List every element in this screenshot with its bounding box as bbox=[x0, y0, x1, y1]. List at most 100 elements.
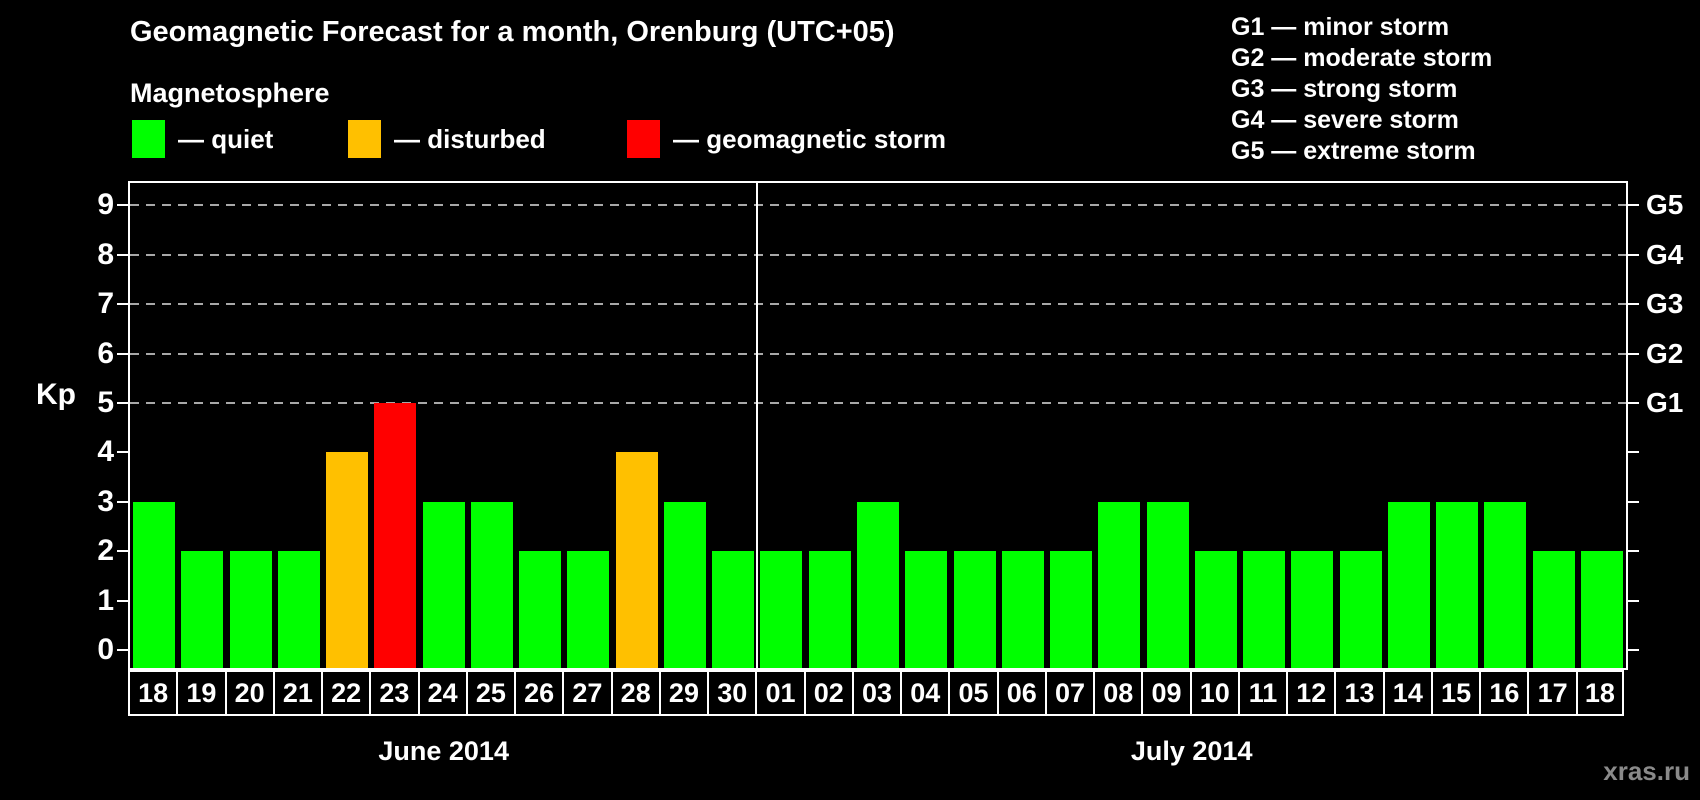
kp-bar-jul-08 bbox=[1098, 501, 1141, 668]
legend-item-disturbed: — disturbed bbox=[348, 120, 546, 158]
day-label: 11 bbox=[1237, 670, 1287, 716]
plot-area bbox=[128, 181, 1628, 670]
right-axis-label-g4: G4 bbox=[1646, 238, 1684, 270]
y-axis-tick-left-7 bbox=[117, 303, 130, 306]
y-axis-label-5: 5 bbox=[97, 386, 114, 419]
kp-bar-jun-18 bbox=[133, 501, 176, 668]
day-axis-row: 18 19 20 21 22 23 24 25 26 27 28 29 30 01 02 03 04 05 06 07… bbox=[128, 670, 1628, 716]
kp-bar-jun-29 bbox=[663, 501, 706, 668]
kp-bar-jun-20 bbox=[229, 551, 272, 668]
g-scale-legend: G1 — minor storm G2 — moderate storm G3 … bbox=[1231, 12, 1492, 167]
day-label: 20 bbox=[224, 670, 273, 716]
day-label: 17 bbox=[1527, 670, 1576, 716]
day-label: 29 bbox=[658, 670, 708, 716]
legend-label-storm: — geomagnetic storm bbox=[673, 123, 947, 154]
y-axis-tick-right-4 bbox=[1626, 451, 1639, 454]
kp-bar-jun-27 bbox=[567, 551, 610, 668]
day-label: 25 bbox=[465, 670, 515, 716]
kp-bar-jun-25 bbox=[470, 501, 513, 668]
day-label: 09 bbox=[1141, 670, 1190, 716]
day-label: 28 bbox=[610, 670, 659, 716]
kp-bar-jun-23 bbox=[374, 403, 417, 668]
y-axis-tick-left-3 bbox=[117, 500, 130, 503]
day-label: 30 bbox=[707, 670, 756, 716]
y-axis-title: Kp bbox=[36, 378, 76, 411]
kp-bar-jun-19 bbox=[181, 551, 224, 668]
y-axis-label-7: 7 bbox=[97, 287, 114, 321]
month-label: July 2014 bbox=[1130, 736, 1253, 766]
kp-bar-jun-30 bbox=[712, 551, 755, 668]
month-divider bbox=[756, 183, 759, 668]
gridline-kp7 bbox=[130, 303, 1626, 306]
day-label: 26 bbox=[514, 670, 563, 716]
y-axis-tick-left-6 bbox=[117, 352, 130, 355]
y-axis-tick-right-7 bbox=[1626, 303, 1639, 306]
kp-bar-jul-16 bbox=[1484, 501, 1527, 668]
day-label: 23 bbox=[369, 670, 418, 716]
y-axis-tick-left-4 bbox=[117, 451, 130, 454]
right-axis-label-g2: G2 bbox=[1646, 337, 1684, 369]
day-label: 04 bbox=[900, 670, 949, 716]
day-label: 24 bbox=[417, 670, 466, 716]
legend-label-disturbed: — disturbed bbox=[394, 123, 546, 154]
y-axis-label-4: 4 bbox=[97, 435, 114, 469]
y-axis-tick-left-1 bbox=[117, 599, 130, 602]
gridline-kp9 bbox=[130, 204, 1626, 207]
kp-bar-jul-14 bbox=[1387, 501, 1430, 668]
g5-legend-line: G5 — extreme storm bbox=[1231, 137, 1476, 165]
kp-bar-jul-11 bbox=[1243, 551, 1286, 668]
kp-bar-jul-10 bbox=[1194, 551, 1237, 668]
gridline-kp6 bbox=[130, 352, 1626, 355]
y-axis-tick-right-9 bbox=[1626, 204, 1639, 207]
day-label: 14 bbox=[1382, 670, 1431, 716]
y-axis-tick-right-1 bbox=[1626, 599, 1639, 602]
day-label: 01 bbox=[755, 670, 804, 716]
kp-bar-jul-12 bbox=[1291, 551, 1334, 668]
g1-legend-line: G1 — minor storm bbox=[1231, 13, 1450, 41]
kp-bar-jun-26 bbox=[519, 551, 562, 668]
legend-item-quiet: — quiet bbox=[132, 120, 273, 158]
kp-bar-jun-24 bbox=[422, 501, 465, 668]
g2-legend-line: G2 — moderate storm bbox=[1231, 44, 1493, 72]
day-label: 03 bbox=[851, 670, 901, 716]
disturbed-color-swatch bbox=[348, 120, 381, 158]
y-axis-label-6: 6 bbox=[97, 336, 114, 370]
y-axis-tick-left-0 bbox=[117, 649, 130, 651]
day-label: 15 bbox=[1430, 670, 1480, 716]
kp-bar-jul-13 bbox=[1339, 551, 1382, 668]
kp-bar-jun-28 bbox=[615, 452, 658, 668]
month-label: June 2014 bbox=[378, 736, 509, 766]
kp-bar-jul-15 bbox=[1436, 501, 1479, 668]
gridline-kp5 bbox=[130, 402, 1626, 404]
right-axis-label-g5: G5 bbox=[1646, 189, 1684, 221]
quiet-color-swatch bbox=[132, 120, 165, 158]
day-label: 12 bbox=[1286, 670, 1335, 716]
y-axis-tick-right-2 bbox=[1626, 550, 1639, 553]
y-axis-tick-right-5 bbox=[1626, 402, 1639, 404]
kp-bar-jul-07 bbox=[1050, 551, 1093, 668]
watermark: xras.ru bbox=[1603, 756, 1690, 786]
y-axis-tick-right-0 bbox=[1626, 649, 1639, 651]
day-label: 13 bbox=[1334, 670, 1383, 716]
day-label: 05 bbox=[948, 670, 997, 716]
g4-legend-line: G4 — severe storm bbox=[1231, 106, 1459, 134]
y-axis-label-9: 9 bbox=[97, 188, 114, 222]
chart-subtitle: Magnetosphere bbox=[130, 78, 330, 108]
kp-bar-jul-02 bbox=[808, 551, 851, 668]
y-axis-label-0: 0 bbox=[97, 633, 114, 666]
y-axis-label-2: 2 bbox=[97, 534, 114, 568]
kp-bar-jul-06 bbox=[1001, 551, 1044, 668]
day-label: 16 bbox=[1479, 670, 1528, 716]
day-label: 06 bbox=[996, 670, 1045, 716]
y-axis-tick-right-6 bbox=[1626, 352, 1639, 355]
kp-bar-jul-09 bbox=[1146, 501, 1189, 668]
kp-bar-jul-17 bbox=[1532, 551, 1575, 668]
kp-bar-jul-05 bbox=[953, 551, 996, 668]
kp-bar-jul-18 bbox=[1580, 551, 1623, 668]
day-label: 18 bbox=[128, 670, 177, 716]
y-axis-tick-left-2 bbox=[117, 550, 130, 553]
y-axis-label-1: 1 bbox=[97, 583, 114, 617]
y-axis-label-3: 3 bbox=[97, 484, 114, 518]
kp-bar-jul-01 bbox=[760, 551, 803, 668]
day-label: 08 bbox=[1093, 670, 1142, 716]
